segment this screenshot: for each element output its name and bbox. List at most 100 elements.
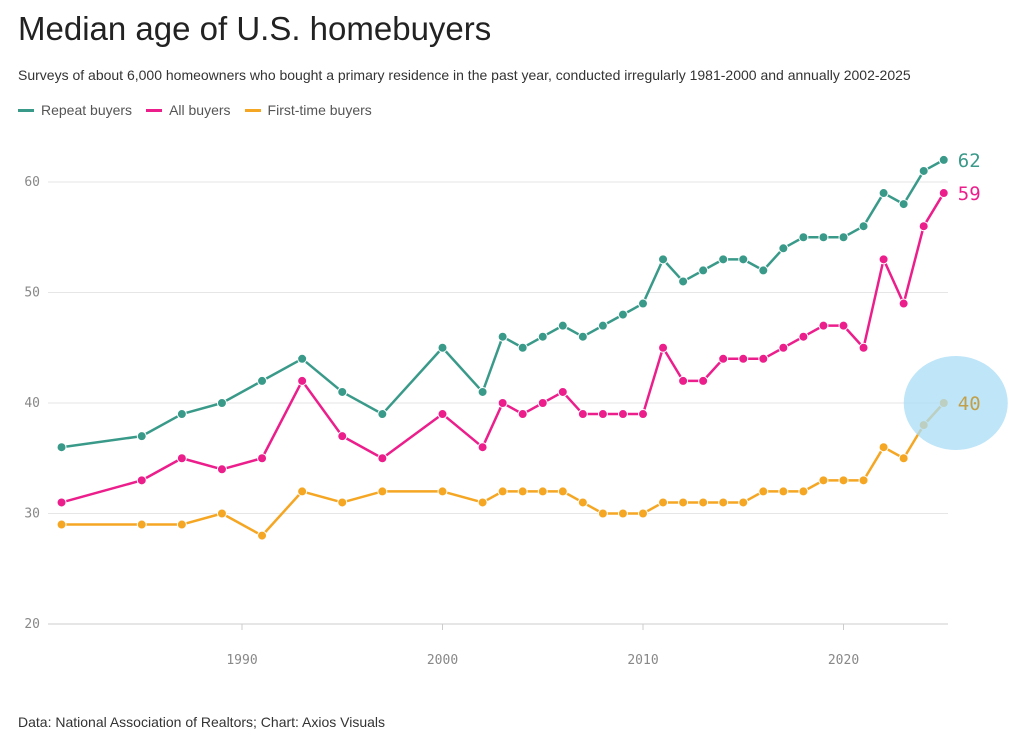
data-point <box>517 409 528 420</box>
y-tick-label: 50 <box>24 286 40 301</box>
data-point <box>517 486 528 497</box>
data-point <box>597 409 608 420</box>
data-point <box>297 375 308 386</box>
data-point <box>778 342 789 353</box>
data-point <box>216 398 227 408</box>
data-point <box>798 486 809 497</box>
data-point <box>337 497 348 508</box>
data-point <box>537 398 548 408</box>
data-point <box>838 320 849 331</box>
x-tick-label: 1990 <box>226 653 257 668</box>
x-tick-label: 2020 <box>828 653 859 668</box>
legend-item-all: All buyers <box>146 102 231 118</box>
chart-subtitle: Surveys of about 6,000 homeowners who bo… <box>18 67 911 83</box>
data-point <box>176 409 187 420</box>
data-point <box>918 221 929 232</box>
data-point <box>798 232 809 243</box>
data-point <box>738 497 749 508</box>
data-point <box>858 342 869 353</box>
y-tick-label: 60 <box>24 175 40 190</box>
data-point <box>136 431 147 442</box>
data-point <box>818 232 829 243</box>
data-point <box>798 331 809 342</box>
data-point <box>878 442 889 453</box>
data-point <box>858 475 869 486</box>
data-point <box>617 409 628 420</box>
data-point <box>56 519 67 530</box>
chart-title: Median age of U.S. homebuyers <box>18 10 492 47</box>
data-point <box>838 475 849 486</box>
legend-swatch <box>146 108 163 112</box>
legend-swatch <box>244 108 261 112</box>
data-point <box>878 254 889 265</box>
legend-label: All buyers <box>169 102 231 118</box>
data-point <box>477 386 488 397</box>
data-point <box>377 486 388 497</box>
data-point <box>678 375 689 386</box>
data-point <box>577 409 588 420</box>
data-point <box>898 453 909 464</box>
end-value-label: 40 <box>958 393 981 415</box>
data-point <box>658 497 669 508</box>
data-point <box>537 486 548 497</box>
legend-label: First-time buyers <box>267 102 372 118</box>
data-point <box>437 409 448 420</box>
data-point <box>497 331 508 342</box>
data-point <box>257 375 268 386</box>
x-tick-label: 2010 <box>627 653 658 668</box>
y-tick-label: 20 <box>24 617 40 632</box>
data-point <box>638 508 648 519</box>
data-point <box>176 519 187 530</box>
data-point <box>297 486 308 497</box>
data-point <box>878 188 889 199</box>
end-value-label: 62 <box>958 150 981 172</box>
data-point <box>638 409 648 420</box>
data-point <box>638 298 648 309</box>
chart-source: Data: National Association of Realtors; … <box>18 714 386 730</box>
data-point <box>698 375 709 386</box>
data-point <box>56 497 67 508</box>
data-point <box>898 298 909 309</box>
data-point <box>938 154 949 165</box>
data-point <box>898 199 909 210</box>
data-point <box>838 232 849 243</box>
data-point <box>377 453 388 464</box>
data-point <box>337 386 348 397</box>
data-point <box>557 320 568 331</box>
legend-label: Repeat buyers <box>41 102 133 118</box>
data-point <box>56 442 67 453</box>
data-point <box>718 353 729 364</box>
data-point <box>537 331 548 342</box>
data-point <box>577 497 588 508</box>
data-point <box>557 386 568 397</box>
data-point <box>858 221 869 232</box>
x-tick-label: 2000 <box>427 653 458 668</box>
highlight-circle <box>903 356 1008 450</box>
data-point <box>698 497 709 508</box>
end-value-label: 59 <box>958 183 981 205</box>
data-point <box>698 265 709 276</box>
series-line-2 <box>61 402 945 537</box>
data-point <box>758 353 769 364</box>
data-point <box>738 353 749 364</box>
data-point <box>377 409 388 420</box>
data-point <box>778 486 789 497</box>
data-point <box>216 508 227 519</box>
data-point <box>337 431 348 442</box>
legend-swatch <box>18 108 34 112</box>
data-point <box>818 475 829 486</box>
data-point <box>938 188 949 199</box>
data-point <box>918 165 929 176</box>
data-point <box>517 342 528 353</box>
data-point <box>477 497 488 508</box>
data-point <box>437 486 448 497</box>
data-point <box>678 276 689 287</box>
data-point <box>257 453 268 464</box>
data-point <box>297 353 308 364</box>
data-point <box>257 530 268 541</box>
data-point <box>597 320 608 331</box>
y-tick-label: 30 <box>24 507 40 522</box>
data-point <box>136 519 147 530</box>
data-point <box>758 265 769 276</box>
